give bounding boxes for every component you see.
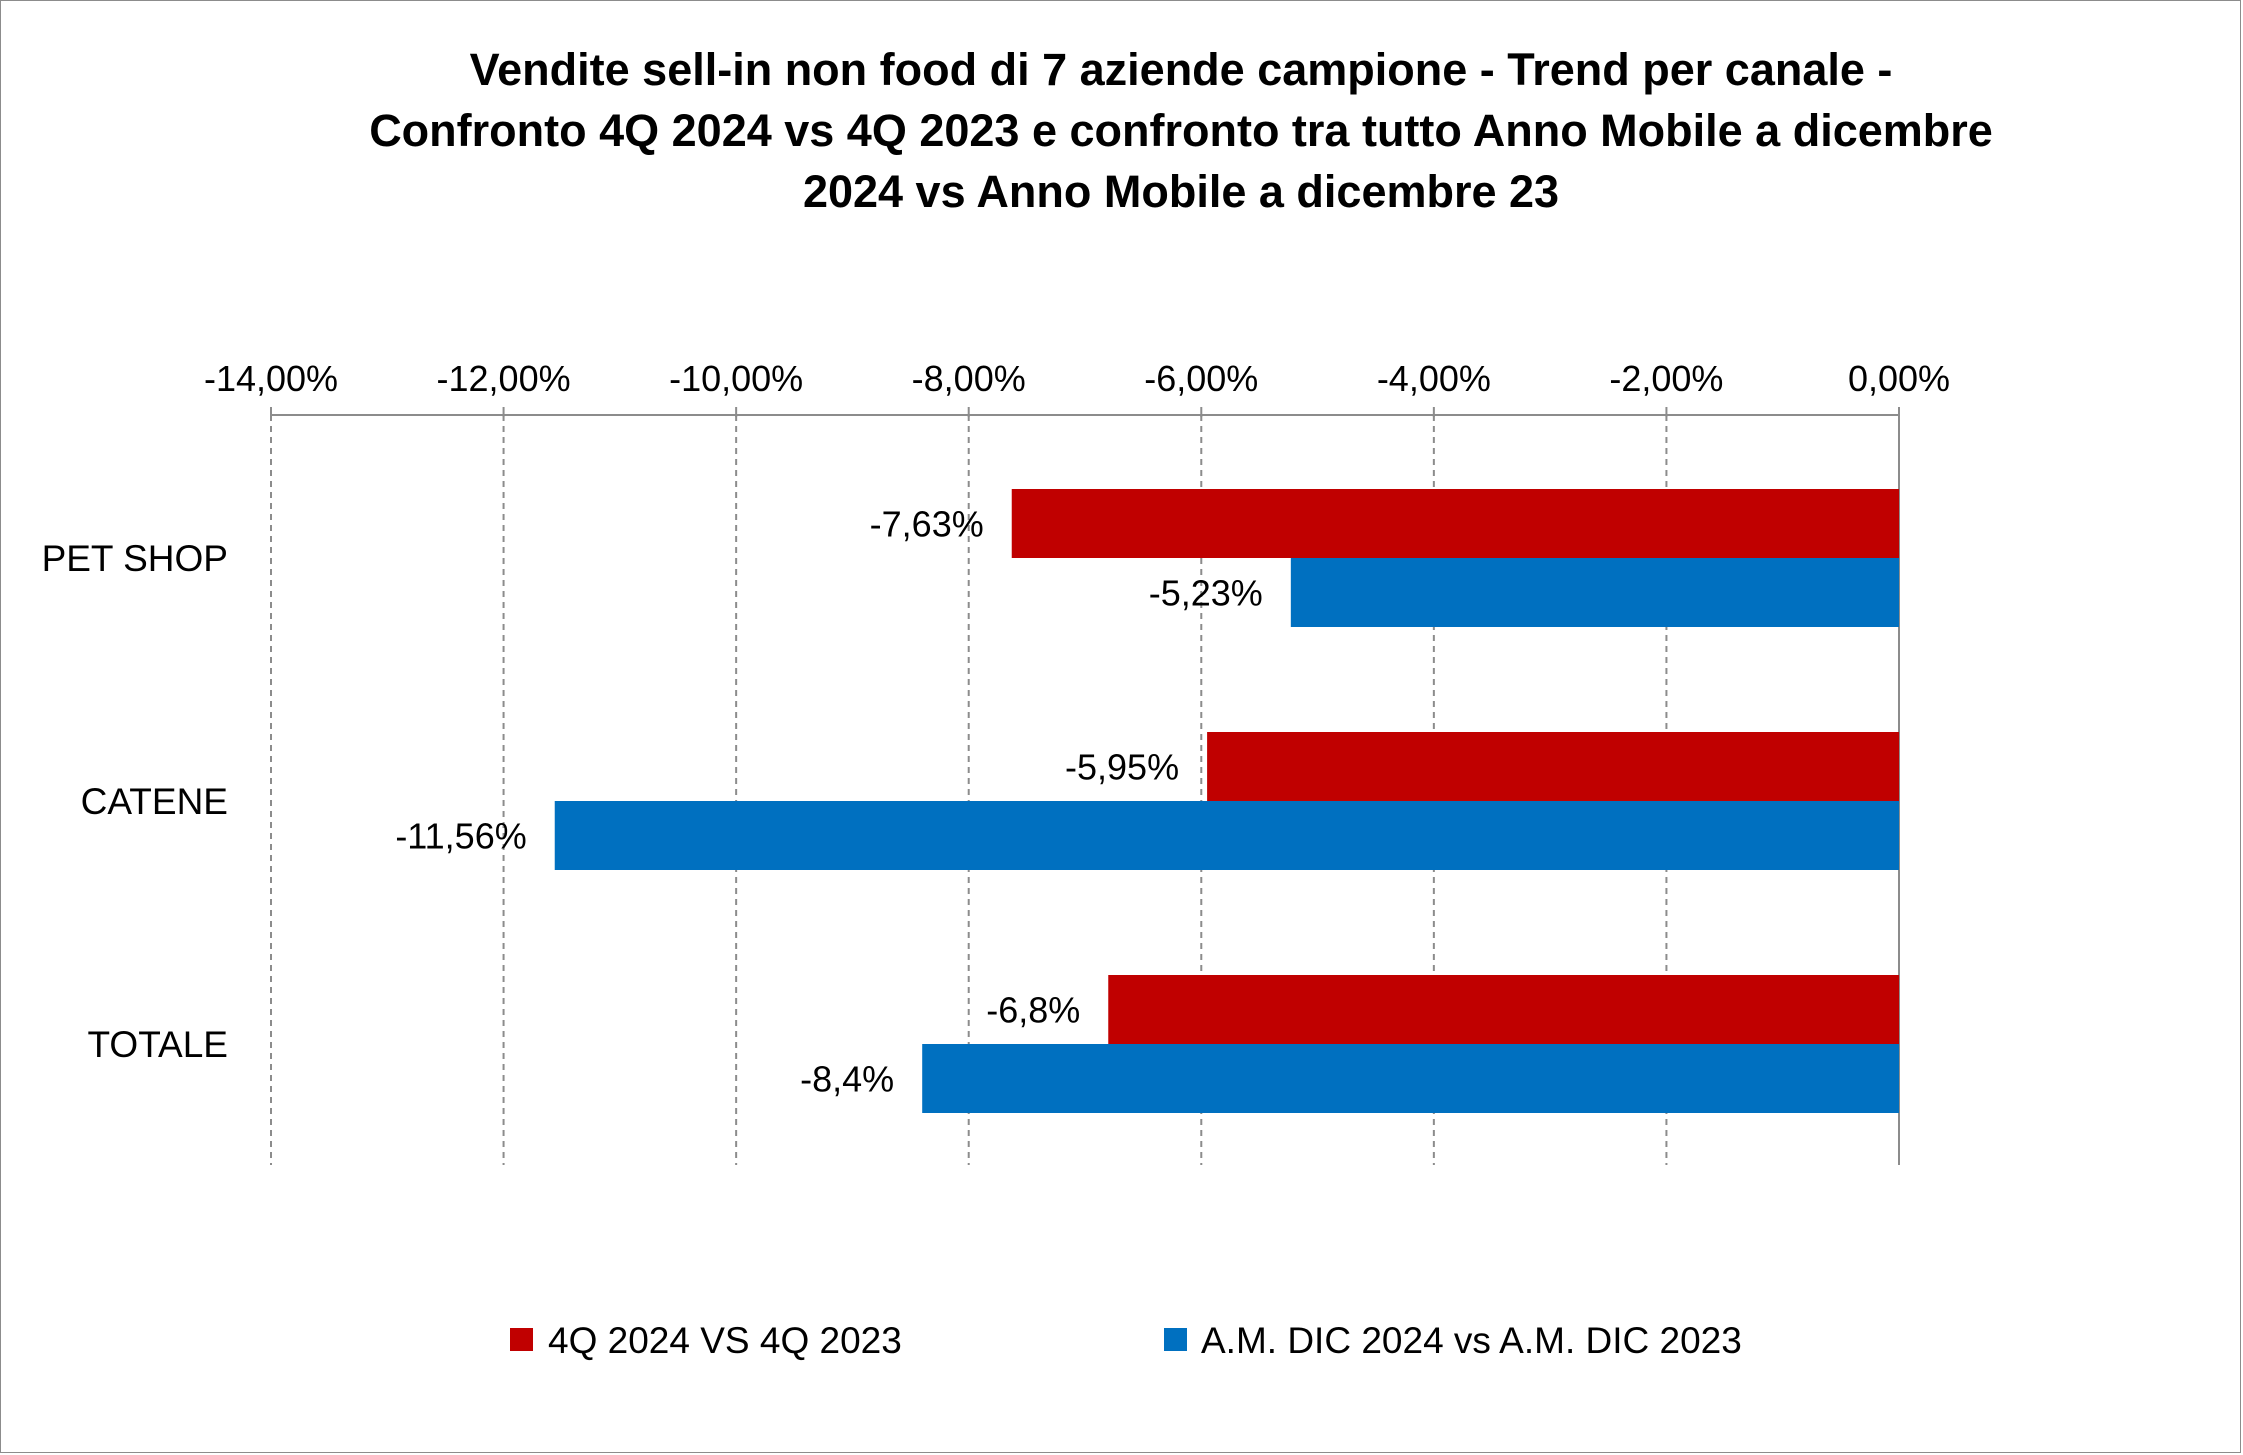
legend-label: A.M. DIC 2024 vs A.M. DIC 2023 — [1201, 1320, 1742, 1361]
data-label: -5,23% — [1149, 573, 1263, 614]
data-label: -6,8% — [986, 990, 1080, 1031]
x-tick-label: -12,00% — [437, 358, 571, 399]
bar — [1011, 489, 1899, 558]
bar — [1290, 558, 1899, 627]
bar — [1108, 975, 1899, 1044]
data-label: -7,63% — [870, 504, 984, 545]
legend: 4Q 2024 VS 4Q 2023 A.M. DIC 2024 vs A.M. … — [510, 1320, 1742, 1361]
bar — [922, 1044, 1899, 1113]
x-axis-ticks: -14,00% -12,00% -10,00% -8,00% -6,00% -4,00% -… — [204, 358, 1950, 417]
x-tick-label: -2,00% — [1609, 358, 1723, 399]
x-tick-label: -6,00% — [1144, 358, 1258, 399]
bar — [1207, 732, 1899, 801]
category-label: TOTALE — [87, 1024, 228, 1065]
data-label: -11,56% — [395, 816, 526, 857]
legend-swatch — [510, 1328, 533, 1351]
category-label: CATENE — [81, 781, 228, 822]
data-label: -5,95% — [1065, 747, 1179, 788]
x-tick-label: -14,00% — [204, 358, 338, 399]
chart-title-line-1: Vendite sell-in non food di 7 aziende ca… — [469, 44, 1893, 95]
chart-title-line-3: 2024 vs Anno Mobile a dicembre 23 — [802, 166, 1560, 217]
chart-title-line-2: Confronto 4Q 2024 vs 4Q 2023 e confronto… — [369, 105, 1993, 156]
data-labels: -7,63% -5,23% -5,95% -11,56% -6,8% -8,4% — [395, 504, 1263, 1100]
bars — [554, 489, 1900, 1113]
x-tick-label: -8,00% — [912, 358, 1026, 399]
x-tick-label: -10,00% — [669, 358, 803, 399]
x-tick-label: 0,00% — [1848, 358, 1950, 399]
data-label: -8,4% — [800, 1059, 894, 1100]
category-labels: PET SHOP CATENE TOTALE — [42, 538, 228, 1065]
legend-swatch — [1164, 1328, 1187, 1351]
legend-label: 4Q 2024 VS 4Q 2023 — [548, 1320, 902, 1361]
chart-title: Vendite sell-in non food di 7 aziende ca… — [301, 39, 2061, 222]
category-label: PET SHOP — [42, 538, 228, 579]
bar — [554, 801, 1900, 870]
x-tick-label: -4,00% — [1377, 358, 1491, 399]
